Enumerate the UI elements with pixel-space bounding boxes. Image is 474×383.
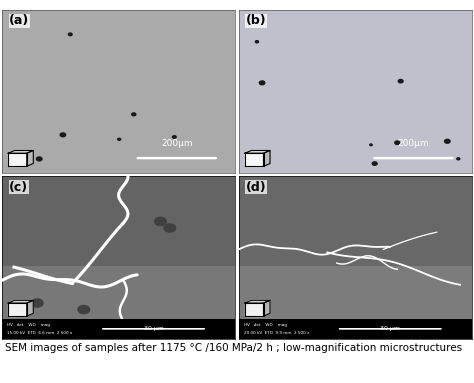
Text: 15.00 kV  ETD  6.6 mm  2 500 x: 15.00 kV ETD 6.6 mm 2 500 x	[7, 331, 73, 335]
Polygon shape	[245, 153, 264, 166]
Text: (c): (c)	[9, 181, 28, 194]
Polygon shape	[8, 151, 33, 153]
Bar	[239, 265, 472, 319]
Circle shape	[255, 41, 258, 43]
Text: (a): (a)	[9, 15, 29, 28]
Text: HV   det    WD    mag: HV det WD mag	[7, 323, 50, 327]
Circle shape	[36, 157, 42, 161]
Bar	[2, 319, 235, 339]
Circle shape	[78, 306, 90, 314]
Circle shape	[457, 158, 460, 160]
Text: HV   det    WD    mag: HV det WD mag	[244, 323, 287, 327]
Circle shape	[173, 136, 176, 138]
Circle shape	[155, 218, 166, 226]
Bar	[239, 319, 472, 339]
Text: 200μm: 200μm	[161, 139, 192, 148]
Polygon shape	[8, 300, 33, 303]
Bar	[2, 176, 235, 265]
Polygon shape	[245, 303, 264, 316]
Text: (d): (d)	[246, 181, 267, 194]
Circle shape	[398, 80, 403, 83]
Polygon shape	[245, 300, 270, 303]
Text: (b): (b)	[246, 15, 267, 28]
Circle shape	[132, 113, 136, 116]
Polygon shape	[245, 151, 270, 153]
Text: 30 μm: 30 μm	[144, 326, 164, 331]
Polygon shape	[264, 300, 270, 316]
Circle shape	[164, 224, 175, 232]
Bar	[2, 265, 235, 319]
Circle shape	[68, 33, 72, 36]
Circle shape	[259, 81, 265, 85]
Polygon shape	[27, 300, 33, 316]
Text: SEM images of samples after 1175 °C /160 MPa/2 h ; low-magnification microstruct: SEM images of samples after 1175 °C /160…	[5, 343, 462, 353]
Polygon shape	[8, 303, 27, 316]
Circle shape	[118, 138, 121, 140]
Polygon shape	[27, 151, 33, 166]
Polygon shape	[8, 153, 27, 166]
Circle shape	[395, 141, 400, 144]
Text: 20.00 kV  ETD  9.9 mm  2 500 x: 20.00 kV ETD 9.9 mm 2 500 x	[244, 331, 309, 335]
Circle shape	[372, 162, 377, 165]
Circle shape	[370, 144, 372, 146]
Bar	[239, 176, 472, 265]
Circle shape	[31, 299, 43, 307]
Circle shape	[60, 133, 65, 137]
Text: 30 μm: 30 μm	[380, 326, 400, 331]
Circle shape	[445, 139, 450, 143]
Polygon shape	[264, 151, 270, 166]
Text: 200μm: 200μm	[398, 139, 429, 148]
